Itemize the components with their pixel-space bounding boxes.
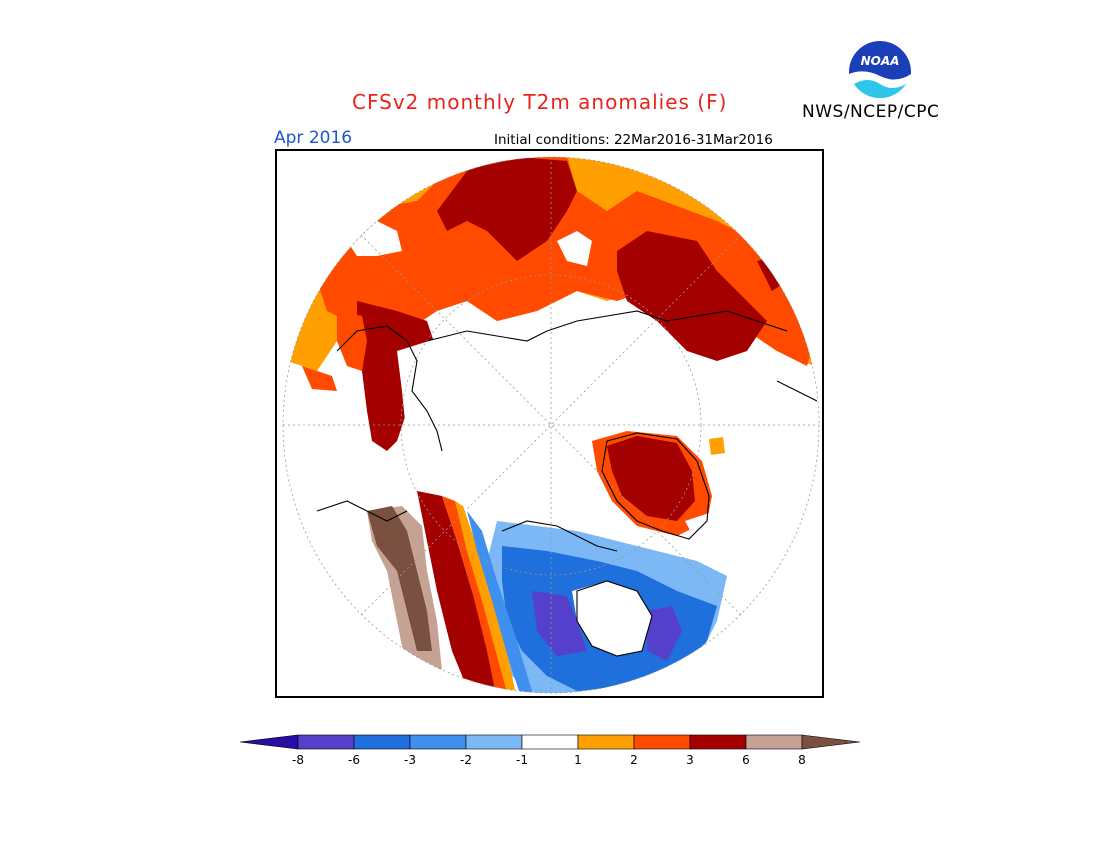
iceland-orange-patch — [709, 437, 725, 455]
colorbar-box — [577, 734, 635, 750]
colorbar — [240, 734, 861, 750]
colorbar-tick-label: 2 — [630, 753, 638, 767]
colorbar-tick-label: 1 — [574, 753, 582, 767]
colorbar-tick-label: -3 — [404, 753, 416, 767]
white-patch-2 — [557, 231, 592, 266]
agency-label: NWS/NCEP/CPC — [802, 102, 940, 122]
initial-conditions-label: Initial conditions: 22Mar2016-31Mar2016 — [494, 132, 773, 148]
chart-title: CFSv2 monthly T2m anomalies (F) — [352, 90, 728, 114]
colorbar-tick-label: -6 — [348, 753, 360, 767]
colorbar-box — [409, 734, 467, 750]
westcoast-darkred — [417, 491, 497, 693]
white-patch-1 — [347, 221, 402, 256]
logo-text: NOAA — [861, 54, 900, 68]
graticule — [282, 156, 820, 694]
westcoast-red-patch — [302, 366, 337, 391]
colorbar-tick-label: 3 — [686, 753, 694, 767]
polar-map — [275, 149, 824, 698]
hudson-bay-white — [572, 581, 652, 656]
westcoast-blue-edge — [467, 511, 532, 693]
alaska-brown-dark — [367, 506, 432, 651]
colorbar-box — [521, 734, 579, 750]
colorbar-tick-label: -8 — [292, 753, 304, 767]
north-america-purple-east — [647, 606, 682, 661]
colorbar-arrow-right — [801, 734, 861, 750]
valid-month-label: Apr 2016 — [274, 128, 353, 148]
europe-darkred-region — [357, 301, 437, 451]
colorbar-tick-label: 8 — [798, 753, 806, 767]
westcoast-orange — [455, 501, 517, 693]
colorbar-box — [353, 734, 411, 750]
colorbar-box — [745, 734, 803, 750]
colorbar-tick-label: -1 — [516, 753, 528, 767]
north-america-purple-west — [532, 591, 587, 656]
eurasia-darkred-north — [437, 157, 577, 261]
colorbar-box — [297, 734, 355, 750]
westcoast-red — [442, 496, 509, 693]
eurasia-darkred-east — [617, 231, 767, 361]
colorbar-box — [633, 734, 691, 750]
colorbar-box — [465, 734, 523, 750]
coastlines — [316, 310, 818, 657]
europe-red-edge — [337, 311, 367, 371]
colorbar-box — [689, 734, 747, 750]
greenland-darkred-region — [607, 436, 695, 521]
noaa-logo-icon: NOAA — [849, 41, 911, 104]
colorbar-tick-label: 6 — [742, 753, 750, 767]
colorbar-arrow-left — [240, 734, 299, 750]
colorbar-tick-label: -2 — [460, 753, 472, 767]
